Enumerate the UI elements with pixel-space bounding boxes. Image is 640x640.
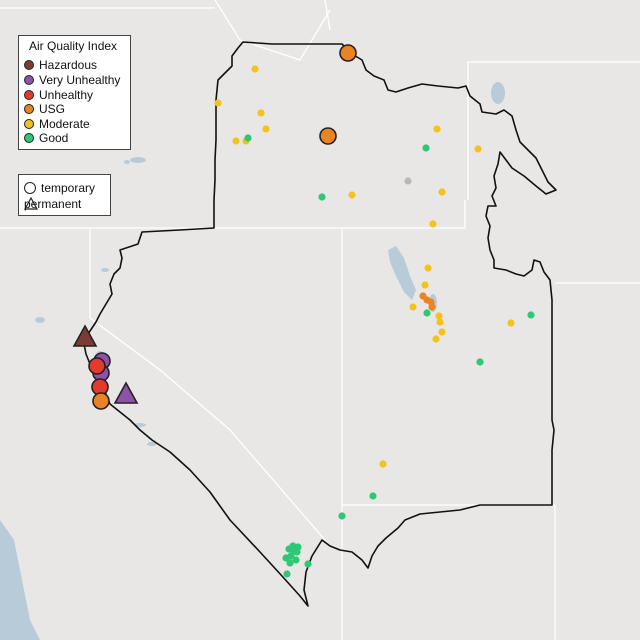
good-swatch: [24, 133, 34, 143]
monitor-dot-moderate[interactable]: [251, 65, 259, 73]
owens-area-lake: [147, 442, 157, 446]
hazardous-swatch: [24, 60, 34, 70]
legend-label: Very Unhealthy: [39, 73, 121, 87]
legend-item-usg: USG: [24, 102, 65, 116]
moderate-swatch: [24, 119, 34, 129]
legend-item-permanent: permanent: [24, 197, 81, 211]
legend-title: Air Quality Index: [29, 39, 118, 53]
monitor-dot-good[interactable]: [476, 358, 484, 366]
malheur-lake: [130, 157, 146, 163]
monitor-dot-good[interactable]: [292, 556, 300, 564]
monitor-dot-good[interactable]: [369, 492, 377, 500]
monitor-dot-moderate[interactable]: [348, 191, 356, 199]
legend-label: Moderate: [39, 117, 90, 131]
monitor-dot-moderate[interactable]: [421, 281, 429, 289]
monitor-dot-good[interactable]: [304, 560, 312, 568]
yellowstone-lake: [491, 82, 505, 104]
temporary-monitor-usg[interactable]: [339, 44, 357, 62]
monitor-dot-moderate[interactable]: [438, 328, 446, 336]
monitor-dot-good[interactable]: [527, 311, 535, 319]
very-unhealthy-swatch: [24, 75, 34, 85]
unhealthy-swatch: [24, 90, 34, 100]
usg-swatch: [24, 104, 34, 114]
legend-label: Unhealthy: [39, 88, 94, 102]
region-boundary: [83, 41, 557, 607]
legend-label: temporary: [41, 181, 96, 195]
great-salt-lake: [388, 246, 416, 300]
legend-label: USG: [39, 102, 66, 116]
legend-label: Hazardous: [39, 58, 98, 72]
legend-label: Good: [39, 131, 69, 145]
pacific-ocean: [0, 520, 40, 640]
monitor-dot-usg[interactable]: [428, 303, 436, 311]
monitor-dot-moderate[interactable]: [433, 125, 441, 133]
aqi-markers: [72, 44, 535, 578]
aqi-legend: Air Quality Index Hazardous Very Unhealt…: [18, 35, 131, 150]
monitor-dot-unknown[interactable]: [404, 177, 412, 185]
temporary-monitor-unhealthy[interactable]: [88, 357, 106, 375]
monitor-dot-moderate[interactable]: [435, 312, 443, 320]
triangle-icon: [24, 197, 38, 210]
harney-lake: [124, 160, 130, 164]
permanent-monitor-very-unhealthy[interactable]: [113, 381, 139, 404]
legend-item-moderate: Moderate: [24, 117, 90, 131]
monitor-dot-moderate[interactable]: [438, 188, 446, 196]
monitor-dot-moderate[interactable]: [436, 318, 444, 326]
monitor-dot-moderate[interactable]: [257, 109, 265, 117]
monitor-dot-good[interactable]: [423, 309, 431, 317]
monitor-dot-moderate[interactable]: [429, 220, 437, 228]
monitor-dot-moderate[interactable]: [214, 99, 222, 107]
legend-item-hazardous: Hazardous: [24, 58, 97, 72]
temporary-monitor-usg[interactable]: [92, 392, 110, 410]
pyramid-lake: [101, 268, 109, 272]
monitor-dot-good[interactable]: [338, 512, 346, 520]
monitor-dot-good[interactable]: [244, 134, 252, 142]
monitor-dot-moderate[interactable]: [474, 145, 482, 153]
monitor-dot-good[interactable]: [283, 570, 291, 578]
monitor-dot-moderate[interactable]: [262, 125, 270, 133]
monitor-dot-good[interactable]: [290, 547, 298, 555]
monitor-dot-moderate[interactable]: [232, 137, 240, 145]
monitor-dot-moderate[interactable]: [424, 264, 432, 272]
legend-item-unhealthy: Unhealthy: [24, 88, 93, 102]
permanent-monitor-hazardous[interactable]: [72, 324, 98, 347]
monitor-dot-moderate[interactable]: [409, 303, 417, 311]
monitor-dot-good[interactable]: [318, 193, 326, 201]
temporary-monitor-usg[interactable]: [319, 127, 337, 145]
shasta-lake: [35, 317, 45, 323]
monitor-dot-moderate[interactable]: [507, 319, 515, 327]
legend-label: permanent: [24, 197, 82, 211]
legend-item-very-unhealthy: Very Unhealthy: [24, 73, 120, 87]
monitor-dot-good[interactable]: [422, 144, 430, 152]
legend-item-good: Good: [24, 131, 68, 145]
monitor-type-legend: temporary permanent: [18, 174, 111, 216]
monitor-dot-good[interactable]: [282, 554, 290, 562]
circle-icon: [24, 182, 36, 194]
monitor-dot-moderate[interactable]: [379, 460, 387, 468]
legend-item-temporary: temporary: [24, 181, 95, 195]
monitor-dot-good[interactable]: [286, 559, 294, 567]
monitor-dot-moderate[interactable]: [432, 335, 440, 343]
